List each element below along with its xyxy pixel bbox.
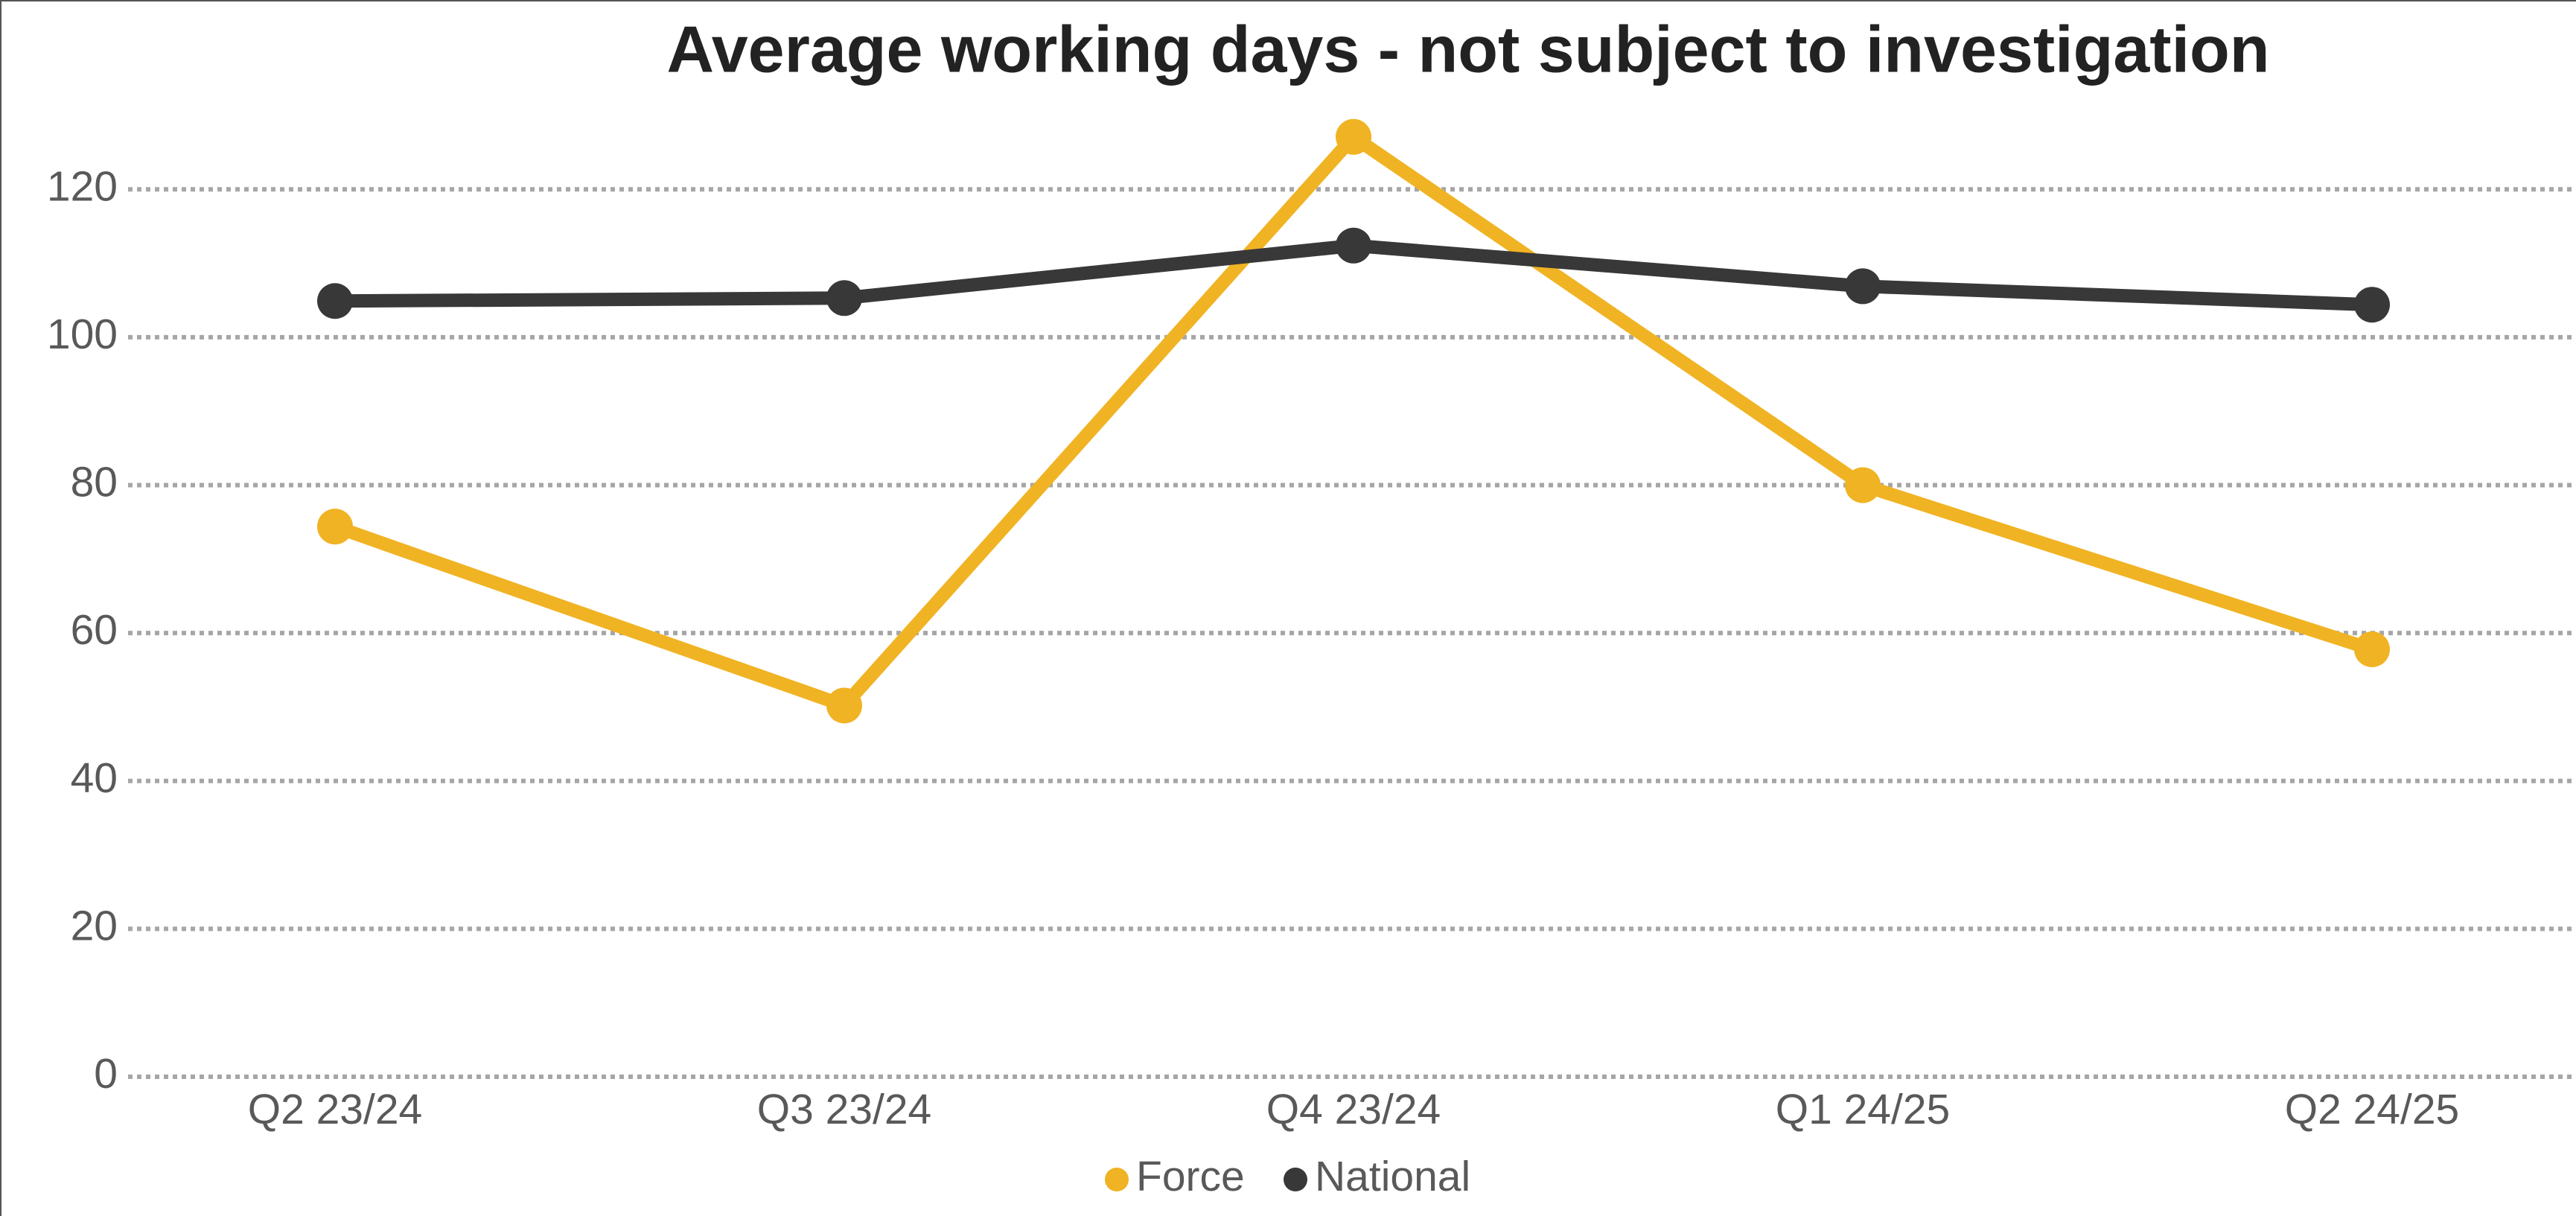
y-tick-label: 100 [47, 311, 118, 358]
x-tick-label: Q1 24/25 [1776, 1086, 1951, 1133]
data-point [1845, 467, 1881, 503]
y-tick-label: 120 [47, 162, 118, 210]
legend-marker [1105, 1168, 1129, 1191]
y-tick-label: 60 [71, 606, 118, 654]
data-point [2354, 287, 2390, 323]
data-point [317, 283, 353, 319]
x-tick-label: Q2 23/24 [248, 1086, 423, 1133]
legend-marker [1284, 1168, 1307, 1191]
data-point [1845, 268, 1881, 305]
legend-label: Force [1136, 1153, 1245, 1200]
data-point [2354, 631, 2390, 668]
chart-title: Average working days - not subject to in… [666, 12, 2269, 86]
y-tick-label: 20 [71, 902, 118, 949]
data-point [826, 280, 862, 316]
x-tick-label: Q3 23/24 [757, 1086, 932, 1133]
data-point [1336, 118, 1371, 155]
data-point [1336, 227, 1371, 264]
data-point [826, 687, 862, 724]
x-tick-label: Q4 23/24 [1266, 1086, 1441, 1133]
x-tick-label: Q2 24/25 [2285, 1086, 2460, 1133]
series-line [333, 130, 2374, 713]
y-tick-label: 0 [94, 1050, 118, 1098]
y-tick-label: 40 [71, 754, 118, 802]
legend-label: National [1315, 1153, 1470, 1200]
data-point [317, 509, 353, 545]
y-tick-label: 80 [71, 459, 118, 506]
